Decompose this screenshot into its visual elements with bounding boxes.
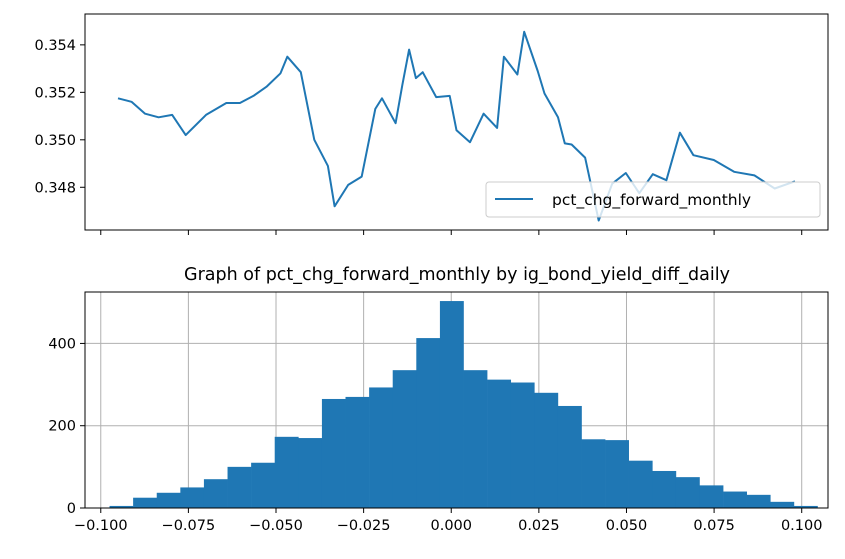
histogram-y-axis: 0 200 400	[48, 336, 85, 517]
x-tick-label: 0.025	[518, 518, 560, 534]
histogram-bar	[628, 460, 653, 508]
histogram-bar	[463, 370, 488, 508]
legend-box	[485, 181, 821, 218]
y-tick-label: 0.352	[34, 85, 76, 101]
histogram-bar	[227, 466, 252, 508]
histogram-x-axis: −0.100 −0.075 −0.050 −0.025 0.000 0.025 0.050 0…	[74, 508, 823, 534]
histogram-bar	[180, 487, 205, 508]
x-tick-label: 0.100	[781, 518, 823, 534]
x-tick-label: 0.050	[606, 518, 648, 534]
histogram-bar	[746, 494, 771, 508]
y-tick-label: 0.354	[34, 38, 76, 54]
histogram-bar	[675, 477, 700, 508]
histogram-bar	[510, 382, 535, 508]
x-tick-label: −0.100	[74, 518, 128, 534]
histogram-bar	[605, 440, 629, 508]
histogram-bar	[251, 462, 276, 508]
y-tick-label: 0	[67, 501, 76, 517]
line-chart-legend: pct_chg_forward_monthly	[485, 181, 821, 218]
histogram-bar	[392, 370, 417, 508]
y-tick-label: 0.348	[34, 180, 76, 196]
histogram-frame	[84, 291, 829, 509]
histogram-bar	[557, 405, 582, 508]
histogram-title: Graph of pct_chg_forward_monthly by ig_b…	[184, 265, 730, 285]
histogram-bar	[723, 491, 747, 508]
histogram-bar	[369, 387, 394, 508]
y-tick-label: 200	[48, 419, 76, 435]
x-tick-label: 0.075	[693, 518, 735, 534]
histogram-panel: Graph of pct_chg_forward_monthly by ig_b…	[48, 265, 829, 534]
y-tick-label: 400	[48, 336, 76, 352]
x-tick-label: −0.050	[249, 518, 303, 534]
histogram-bar	[416, 338, 441, 508]
histogram-bar	[298, 438, 323, 508]
histogram-bar	[581, 439, 606, 508]
line-chart-x-axis	[100, 230, 803, 235]
legend-label: pct_chg_forward_monthly	[552, 191, 751, 210]
line-chart-panel: 0.348 0.350 0.352 0.354 pct_chg_forward_mon…	[34, 13, 829, 235]
x-tick-label: −0.075	[162, 518, 216, 534]
line-chart-y-axis: 0.348 0.350 0.352 0.354	[34, 38, 85, 196]
histogram-bar	[274, 436, 299, 508]
histogram-bar	[770, 501, 795, 508]
histogram-bar	[156, 492, 181, 508]
histogram-bars	[109, 301, 818, 508]
histogram-bar	[699, 485, 724, 508]
x-tick-label: −0.025	[337, 518, 391, 534]
histogram-bar	[133, 497, 158, 508]
histogram-bar	[109, 505, 134, 508]
histogram-bar	[652, 470, 677, 508]
histogram-bar	[345, 396, 370, 508]
histogram-bar	[487, 379, 512, 508]
histogram-bar	[534, 392, 559, 508]
histogram-bar	[203, 479, 228, 508]
histogram-bar	[793, 505, 818, 508]
histogram-bar	[439, 301, 464, 508]
y-tick-label: 0.350	[34, 133, 76, 149]
x-tick-label: 0.000	[430, 518, 472, 534]
histogram-bar	[321, 398, 346, 508]
